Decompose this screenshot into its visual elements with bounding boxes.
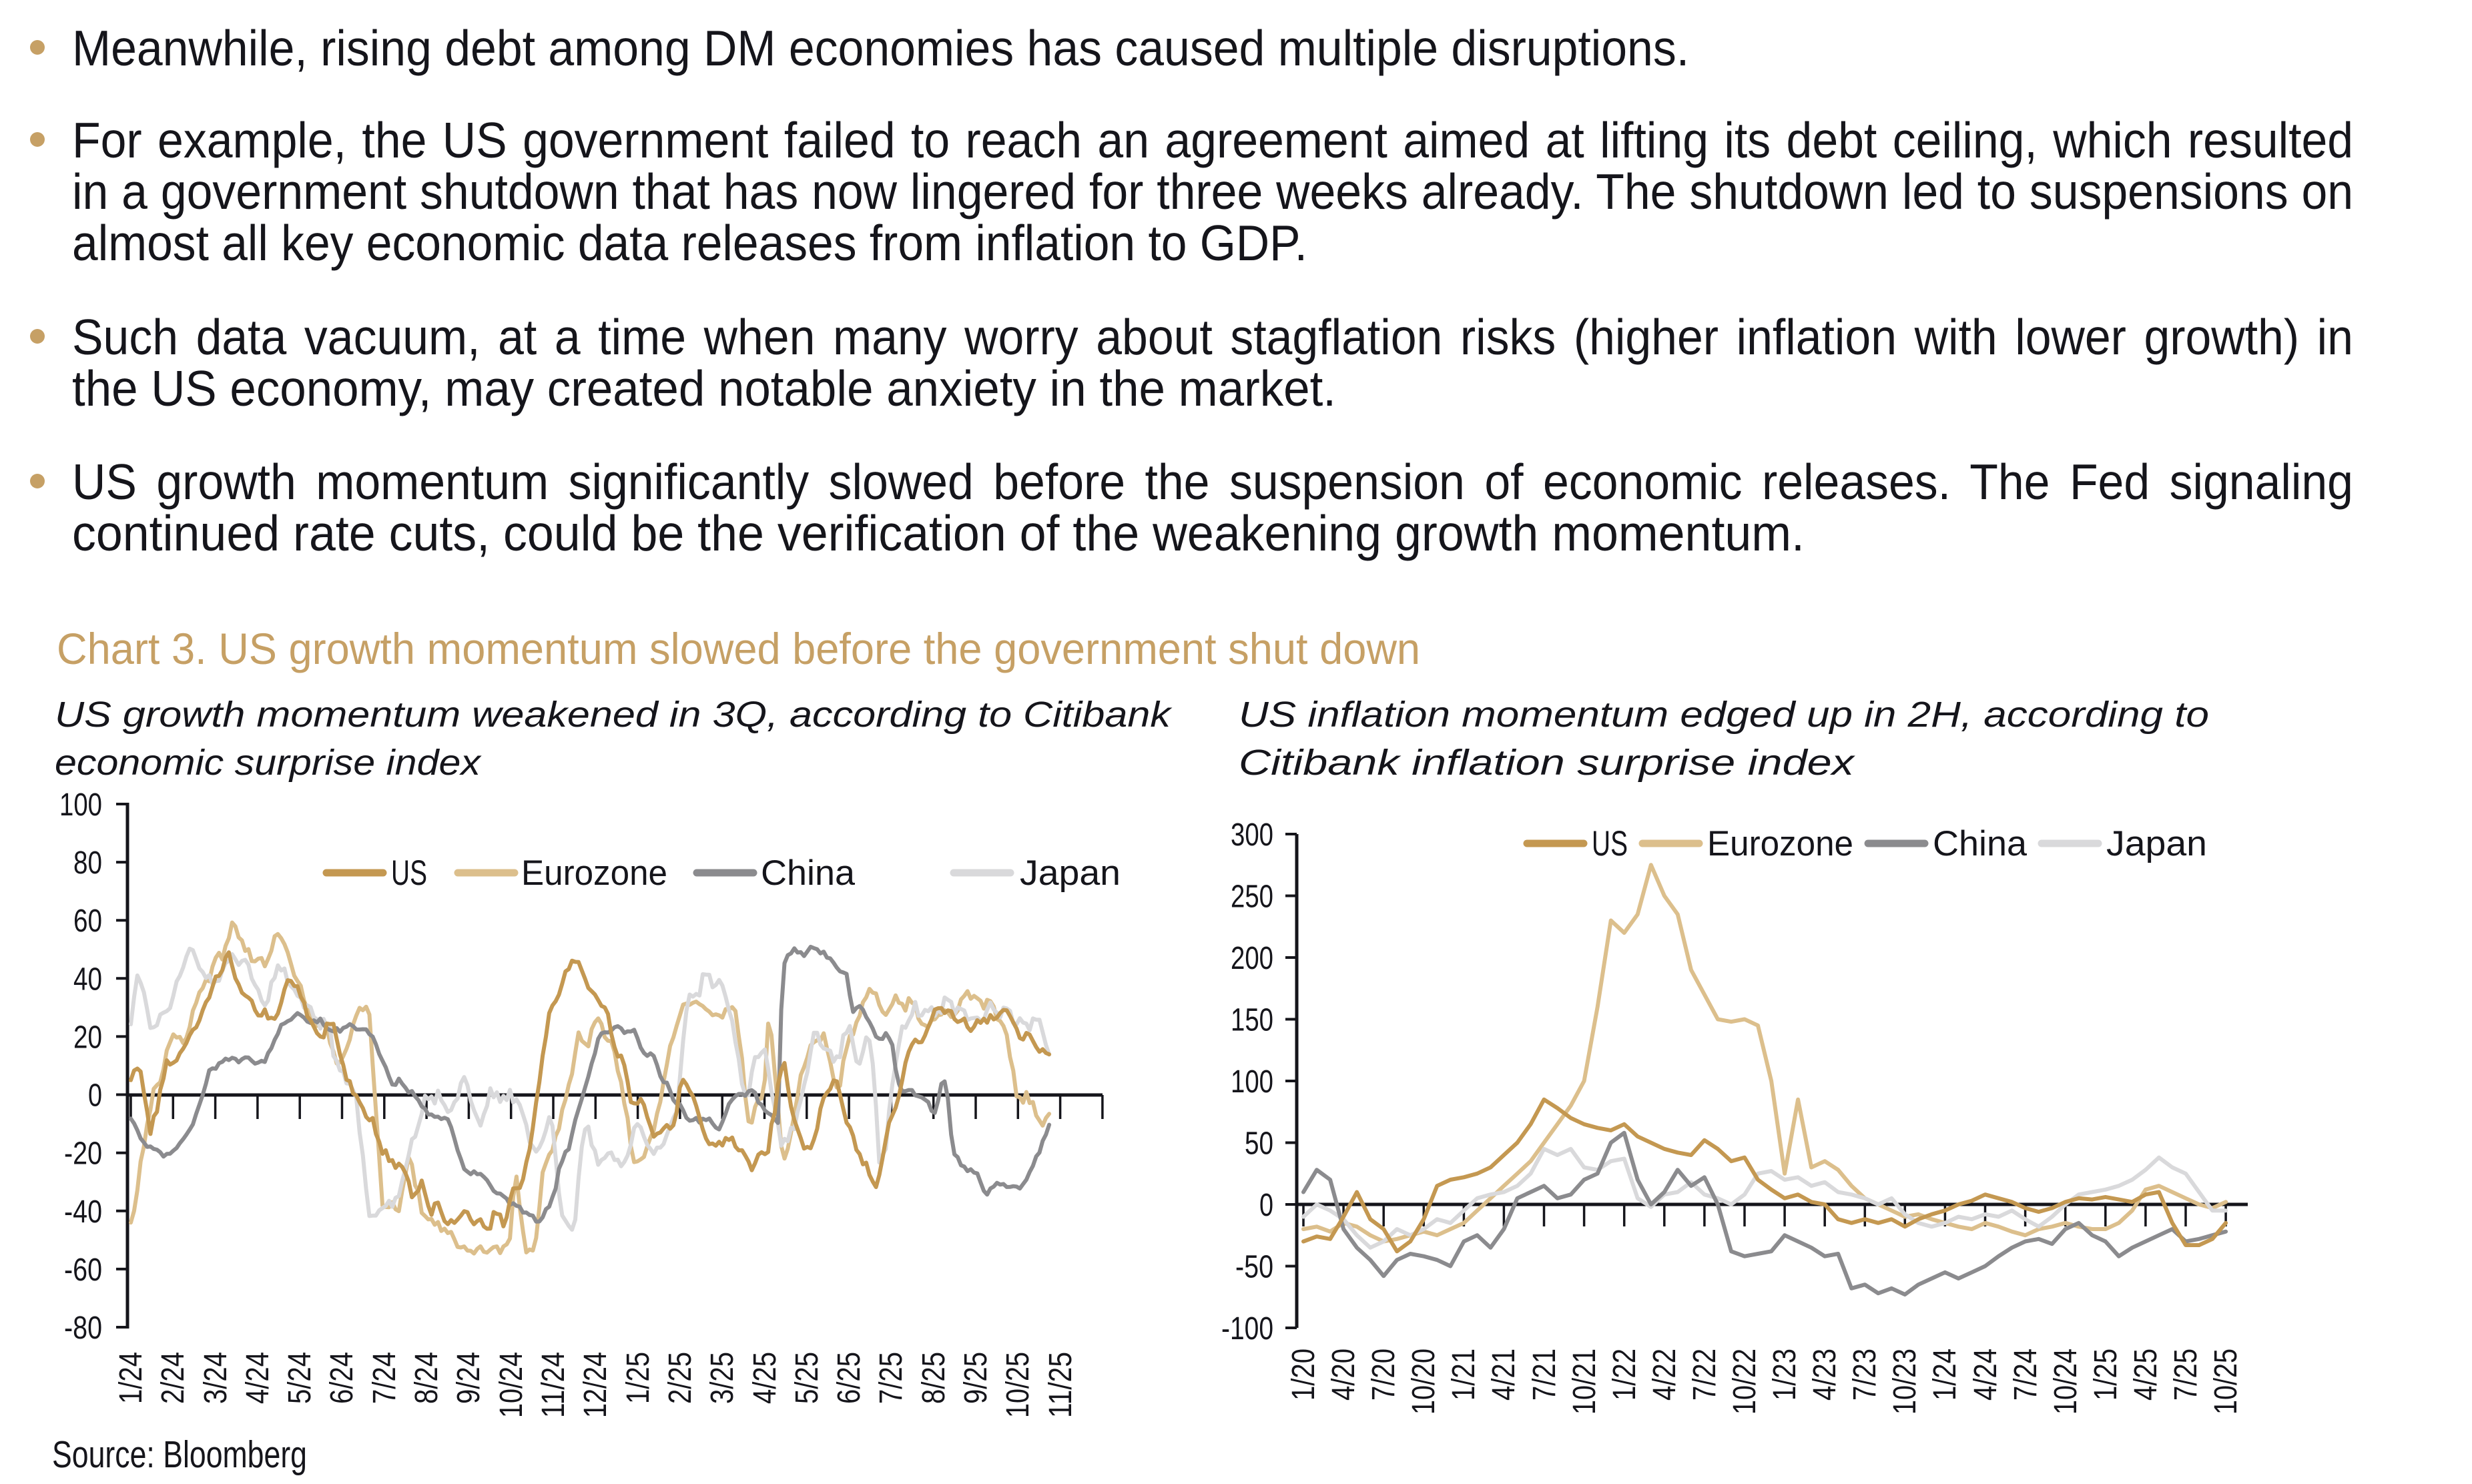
- svg-text:-100: -100: [1221, 1311, 1273, 1347]
- svg-text:7/23: 7/23: [1847, 1349, 1883, 1401]
- svg-text:6/25: 6/25: [832, 1352, 867, 1404]
- svg-text:US: US: [391, 853, 427, 893]
- svg-text:300: 300: [1231, 817, 1273, 853]
- svg-text:12/24: 12/24: [578, 1352, 613, 1418]
- svg-text:7/25: 7/25: [874, 1352, 909, 1404]
- svg-text:8/24: 8/24: [409, 1352, 444, 1404]
- svg-text:4/23: 4/23: [1807, 1349, 1843, 1401]
- svg-text:7/21: 7/21: [1527, 1349, 1562, 1401]
- svg-text:1/24: 1/24: [1927, 1349, 1963, 1401]
- svg-text:20: 20: [73, 1020, 102, 1055]
- svg-text:Eurozone: Eurozone: [1707, 824, 1853, 863]
- svg-text:7/22: 7/22: [1687, 1349, 1723, 1401]
- svg-text:6/24: 6/24: [324, 1352, 360, 1404]
- svg-text:1/23: 1/23: [1767, 1349, 1803, 1401]
- svg-text:50: 50: [1245, 1126, 1273, 1162]
- svg-text:8/25: 8/25: [916, 1352, 952, 1404]
- svg-text:100: 100: [59, 787, 102, 823]
- svg-text:200: 200: [1231, 941, 1273, 976]
- svg-text:4/25: 4/25: [2128, 1349, 2164, 1401]
- svg-text:7/20: 7/20: [1366, 1349, 1402, 1401]
- svg-text:7/24: 7/24: [2008, 1349, 2044, 1401]
- svg-text:3/24: 3/24: [198, 1352, 234, 1404]
- svg-text:150: 150: [1231, 1003, 1273, 1038]
- svg-text:80: 80: [73, 845, 102, 881]
- svg-text:10/20: 10/20: [1406, 1349, 1442, 1415]
- svg-text:250: 250: [1231, 879, 1273, 915]
- svg-text:4/21: 4/21: [1486, 1349, 1522, 1401]
- svg-text:4/22: 4/22: [1647, 1349, 1682, 1401]
- svg-text:0: 0: [88, 1078, 102, 1114]
- svg-text:11/25: 11/25: [1043, 1352, 1078, 1418]
- svg-text:10/22: 10/22: [1727, 1349, 1763, 1415]
- svg-text:1/22: 1/22: [1607, 1349, 1642, 1401]
- svg-text:4/25: 4/25: [747, 1352, 783, 1404]
- svg-text:2/25: 2/25: [663, 1352, 698, 1404]
- svg-text:China: China: [761, 853, 856, 893]
- svg-text:9/24: 9/24: [451, 1352, 487, 1404]
- svg-text:2/24: 2/24: [156, 1352, 191, 1404]
- svg-text:10/24: 10/24: [2048, 1349, 2084, 1415]
- svg-text:1/21: 1/21: [1446, 1349, 1482, 1401]
- svg-text:7/25: 7/25: [2168, 1349, 2204, 1401]
- svg-text:US: US: [1592, 824, 1628, 863]
- svg-text:-50: -50: [1235, 1250, 1273, 1285]
- svg-text:4/24: 4/24: [1968, 1349, 2003, 1401]
- svg-text:1/25: 1/25: [621, 1352, 656, 1404]
- svg-text:9/25: 9/25: [958, 1352, 994, 1404]
- svg-text:-80: -80: [64, 1311, 102, 1346]
- svg-text:3/25: 3/25: [705, 1352, 740, 1404]
- svg-text:10/24: 10/24: [494, 1352, 529, 1418]
- svg-text:1/25: 1/25: [2088, 1349, 2124, 1401]
- svg-text:China: China: [1933, 824, 2028, 863]
- svg-text:1/20: 1/20: [1286, 1349, 1321, 1401]
- svg-text:10/23: 10/23: [1887, 1349, 1923, 1415]
- svg-text:4/20: 4/20: [1326, 1349, 1361, 1401]
- svg-text:Eurozone: Eurozone: [521, 853, 667, 893]
- svg-text:60: 60: [73, 903, 102, 939]
- svg-text:5/24: 5/24: [282, 1352, 318, 1404]
- svg-text:10/25: 10/25: [1000, 1352, 1036, 1418]
- svg-text:-60: -60: [64, 1252, 102, 1288]
- svg-text:Japan: Japan: [2106, 824, 2207, 863]
- svg-text:7/24: 7/24: [367, 1352, 402, 1404]
- svg-text:-20: -20: [64, 1136, 102, 1172]
- svg-text:100: 100: [1231, 1064, 1273, 1100]
- svg-text:11/24: 11/24: [536, 1352, 571, 1418]
- svg-text:10/21: 10/21: [1567, 1349, 1602, 1415]
- svg-text:10/25: 10/25: [2208, 1349, 2244, 1415]
- svg-text:1/24: 1/24: [113, 1352, 149, 1404]
- svg-text:Japan: Japan: [1020, 853, 1121, 893]
- svg-text:40: 40: [73, 962, 102, 997]
- svg-text:0: 0: [1259, 1188, 1273, 1223]
- svg-text:5/25: 5/25: [790, 1352, 825, 1404]
- svg-text:4/24: 4/24: [240, 1352, 276, 1404]
- svg-text:-40: -40: [64, 1194, 102, 1230]
